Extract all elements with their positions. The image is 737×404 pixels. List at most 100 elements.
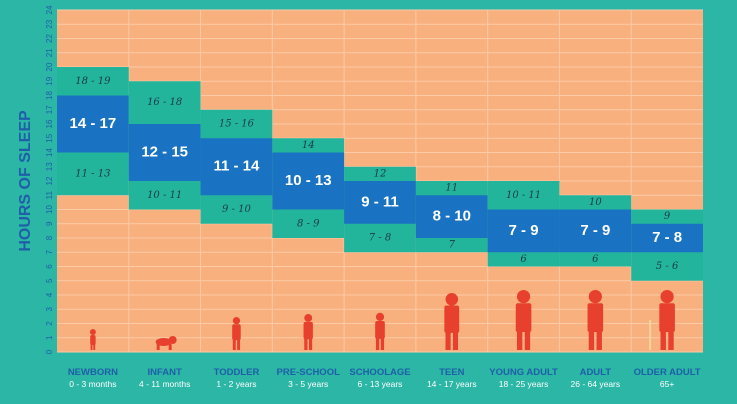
appropriate-low-label: 5 - 6 [656,261,679,272]
y-tick-label: 19 [45,76,54,85]
y-tick-label: 8 [45,235,54,240]
appropriate-high-label: 11 [445,183,458,194]
figure-leg-left [516,324,523,350]
category-bands-schoolage: 9 - 11 12 7 - 8 [344,166,416,253]
appropriate-high-label: 15 - 16 [219,119,255,130]
appropriate-low-label: 8 - 9 [297,218,320,229]
figure-leg-left [660,324,666,350]
category-age-range: 6 - 13 years [358,379,403,389]
category-age-range: 3 - 5 years [288,379,328,389]
newborn-silhouette-icon [89,329,96,350]
category-bands-toddler: 11 - 14 15 - 16 9 - 10 [200,109,273,224]
recommended-range-label: 7 - 9 [580,222,610,239]
recommended-range-label: 12 - 15 [141,143,188,160]
crawling-infant-silhouette-icon [155,336,177,350]
y-tick-label: 0 [45,349,54,354]
figure-head [232,317,241,325]
figure-leg-left [232,336,236,350]
y-tick-label: 11 [45,191,54,200]
adult-silhouette-icon [587,290,604,350]
category-age-range: 18 - 25 years [499,379,549,389]
appropriate-low-label: 6 [592,254,599,265]
y-tick-label: 3 [45,306,54,311]
appropriate-high-label: 16 - 18 [147,97,182,108]
category-bands-pre-school: 10 - 13 14 8 - 9 [272,138,345,238]
figure-leg-left [588,324,595,350]
category-label: INFANT [148,367,183,378]
figure-leg-right [308,334,313,350]
figure-head [304,314,313,322]
category-label: TODDLER [214,367,260,378]
y-axis-label: HOURS OF SLEEP [17,110,34,252]
infant-arm [168,344,172,350]
category-bands-teen: 8 - 10 11 7 [415,181,488,253]
sleep-range-bands: 14 - 17 18 - 19 11 - 13 12 - 15 16 - 18 10 - … [57,67,703,281]
figure-leg-right [237,336,241,350]
category-bands-newborn: 14 - 17 18 - 19 11 - 13 [57,67,129,196]
appropriate-low-label: 10 - 11 [147,190,182,201]
category-label: SCHOOLAGE [349,367,410,378]
y-tick-label: 20 [45,62,54,71]
appropriate-high-label: 9 [664,211,671,222]
y-tick-label: 9 [45,221,54,226]
figure-leg-right [380,334,385,350]
appropriate-high-label: 10 - 11 [506,190,541,201]
category-bands-adult: 7 - 9 10 6 [559,195,632,267]
appropriate-high-label: 18 - 19 [75,76,111,87]
figure-leg-left [90,341,93,350]
figure-leg-right [452,326,459,350]
recommended-band [272,152,345,210]
figure-leg-left [375,334,380,350]
figure-leg-right [93,341,96,350]
y-tick-label: 7 [45,249,54,254]
figure-leg-left [304,334,308,350]
recommended-band [631,223,703,253]
y-tick-label: 2 [45,321,54,326]
recommended-range-label: 7 - 8 [652,229,682,246]
recommended-range-label: 14 - 17 [70,115,117,132]
category-age-range: 65+ [660,379,674,389]
recommended-range-label: 9 - 11 [361,193,399,210]
figure-head [660,290,674,304]
y-tick-label: 13 [45,162,54,171]
appropriate-low-label: 7 - 8 [369,233,391,244]
young-adult-silhouette-icon [515,290,532,350]
y-tick-label: 17 [45,105,54,114]
figure-head [89,329,96,335]
category-label: ADULT [580,367,612,378]
recommended-band [487,209,560,253]
figure-leg-right [668,324,674,350]
older-adult-with-cane-silhouette-icon [649,290,675,350]
category-label: OLDER ADULT [634,367,701,378]
appropriate-low-label: 9 - 10 [222,204,251,215]
y-tick-label: 6 [45,264,54,269]
figure-leg-right [596,324,602,350]
appropriate-low-label: 7 [449,240,456,251]
category-label: TEEN [439,367,464,378]
appropriate-high-label: 14 [302,140,315,151]
y-tick-label: 16 [45,119,54,128]
toddler-silhouette-icon [232,317,241,350]
category-bands-infant: 12 - 15 16 - 18 10 - 11 [128,81,201,210]
infant-leg [156,344,160,350]
figure-head [375,312,385,321]
figure-leg-right [524,324,531,350]
preschooler-silhouette-icon [303,314,313,350]
category-label: PRE-SCHOOL [277,367,341,378]
y-tick-label: 10 [45,205,54,214]
y-tick-label: 15 [45,133,54,142]
appropriate-high-label: 10 [589,197,602,208]
y-tick-label: 22 [45,34,54,43]
recommended-band [344,181,416,224]
age-silhouettes [89,290,675,350]
appropriate-high-label: 12 [374,168,387,179]
category-bands-young-adult: 7 - 9 10 - 11 6 [487,181,560,267]
child-silhouette-icon [375,312,385,350]
recommended-range-label: 11 - 14 [214,158,261,175]
y-tick-label: 24 [45,5,54,14]
figure-leg-left [445,326,451,350]
